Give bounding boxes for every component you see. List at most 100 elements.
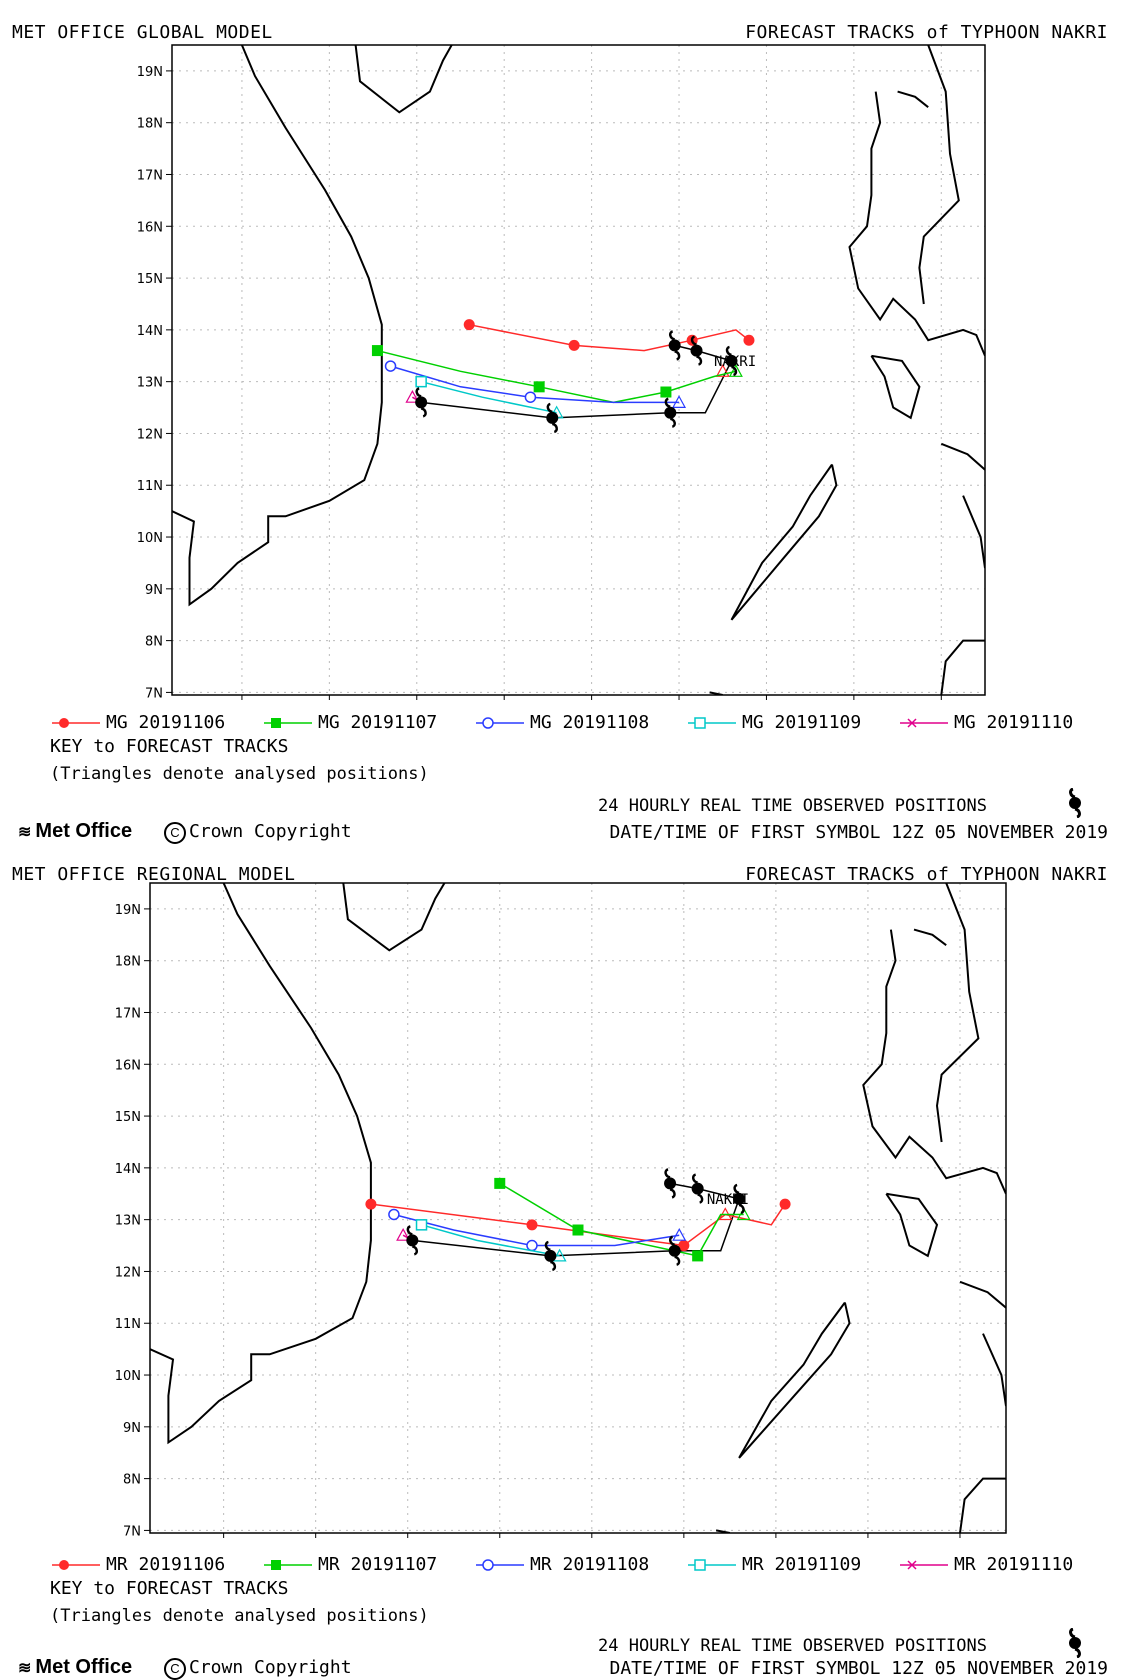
coastline bbox=[913, 928, 947, 946]
global-model-panel: MET OFFICE GLOBAL MODEL FORECAST TRACKS … bbox=[12, 22, 1110, 844]
track-point bbox=[660, 386, 672, 398]
coastline bbox=[935, 883, 980, 1143]
legend: MG 20191106 MG 20191107 MG 20191108 MG 2… bbox=[50, 712, 1110, 736]
track-point bbox=[365, 1198, 377, 1210]
coastline bbox=[172, 45, 383, 607]
lat-label: 18N bbox=[115, 955, 141, 970]
legend: MR 20191106 MR 20191107 MR 20191108 MR 2… bbox=[50, 1554, 1110, 1578]
lat-label: 10N bbox=[115, 1369, 141, 1384]
track-point bbox=[779, 1198, 791, 1210]
typhoon-symbol-icon bbox=[725, 345, 738, 377]
track-map: NAKRI 19N 18N 17N 16N 15N 14N 13N 12N 11N 10N 9N 8N 7… bbox=[137, 44, 986, 700]
lat-label: 12N bbox=[137, 427, 163, 442]
track-point bbox=[415, 1219, 428, 1231]
legend-entry: MR 20191109 bbox=[686, 1554, 861, 1575]
lat-label: 11N bbox=[115, 1317, 141, 1332]
typhoon-symbol-icon bbox=[733, 1183, 746, 1215]
typhoon-symbol-icon bbox=[406, 1225, 419, 1256]
track-map: NAKRI 19N 18N 17N 16N 15N 14N 13N 12N 11N 10N 9N 8N 7… bbox=[115, 882, 1007, 1538]
forecast-track bbox=[393, 1213, 680, 1247]
lat-label: 19N bbox=[137, 65, 163, 80]
lat-label: 8N bbox=[123, 1473, 141, 1488]
datetime-note: DATE/TIME OF FIRST SYMBOL 12Z 05 NOVEMBE… bbox=[609, 1658, 1109, 1679]
map-frame bbox=[171, 44, 986, 696]
coastline bbox=[342, 883, 446, 952]
lat-label: 13N bbox=[137, 376, 163, 391]
model-title: MET OFFICE REGIONAL MODEL bbox=[12, 864, 296, 885]
coastline bbox=[848, 91, 985, 357]
lat-label: 16N bbox=[115, 1058, 141, 1073]
legend-entry: MG 20191109 bbox=[686, 712, 861, 733]
typhoon-symbol-icon bbox=[664, 397, 677, 428]
typhoon-symbol-icon bbox=[691, 1173, 704, 1204]
forecast-track bbox=[469, 323, 750, 352]
lat-label: 17N bbox=[137, 168, 163, 183]
legend-marker-icon bbox=[476, 717, 524, 729]
copyright: C Crown Copyright bbox=[164, 1657, 352, 1680]
lat-label: 9N bbox=[145, 583, 163, 598]
lat-label: 9N bbox=[123, 1421, 141, 1436]
coastline bbox=[862, 929, 1006, 1195]
coastline bbox=[940, 639, 985, 695]
map-area: NAKRI bbox=[150, 883, 1006, 1533]
coastline bbox=[962, 495, 985, 569]
forecast-track bbox=[370, 1203, 786, 1247]
lat-label: 17N bbox=[115, 1006, 141, 1021]
met-office-logo: ≋ Met Office bbox=[18, 1656, 133, 1678]
typhoon-symbol-icon bbox=[415, 387, 428, 418]
forecast-title: FORECAST TRACKS of TYPHOON NAKRI bbox=[745, 864, 1108, 885]
lat-label: 7N bbox=[123, 1524, 141, 1538]
legend-marker-icon bbox=[688, 1559, 736, 1571]
map-frame bbox=[149, 882, 1007, 1534]
typhoon-symbol-icon bbox=[690, 335, 703, 366]
coastline bbox=[730, 463, 838, 621]
forecast-track bbox=[420, 380, 557, 414]
track-point bbox=[494, 1177, 506, 1189]
coastline bbox=[897, 90, 929, 108]
legend-marker-icon bbox=[900, 1560, 948, 1570]
copyright: C Crown Copyright bbox=[164, 821, 352, 844]
track-point bbox=[371, 345, 383, 357]
typhoon-symbol-icon bbox=[544, 1240, 557, 1272]
legend-marker-icon bbox=[264, 718, 312, 728]
lat-label: 16N bbox=[137, 220, 163, 235]
lat-label: 13N bbox=[115, 1214, 141, 1229]
track-point bbox=[526, 1219, 538, 1231]
legend-marker-icon bbox=[476, 1559, 524, 1571]
triangles-note: (Triangles denote analysed positions) bbox=[50, 1606, 429, 1626]
lat-label: 7N bbox=[145, 686, 163, 700]
storm-label: NAKRI bbox=[714, 354, 756, 370]
regional-model-panel: MET OFFICE REGIONAL MODEL FORECAST TRACK… bbox=[0, 848, 1130, 1680]
track-point bbox=[533, 381, 545, 393]
track-point bbox=[568, 339, 580, 351]
lat-label: 14N bbox=[137, 324, 163, 339]
analysed-triangle bbox=[396, 1227, 411, 1241]
lat-label: 15N bbox=[137, 272, 163, 287]
map-area: NAKRI bbox=[172, 45, 985, 695]
legend-marker-icon bbox=[900, 718, 948, 728]
coastline bbox=[870, 354, 921, 420]
legend-entry: MR 20191106 bbox=[50, 1554, 225, 1575]
coastline bbox=[150, 883, 372, 1445]
lat-label: 19N bbox=[115, 903, 141, 918]
legend-entry: MG 20191110 bbox=[898, 712, 1073, 733]
legend-entry: MG 20191108 bbox=[474, 712, 649, 733]
track-point bbox=[384, 360, 397, 372]
track-point bbox=[463, 319, 475, 331]
typhoon-symbol-icon bbox=[668, 1235, 681, 1266]
legend-marker-icon bbox=[688, 717, 736, 729]
coastline bbox=[885, 1192, 939, 1258]
legend-entry: MR 20191108 bbox=[474, 1554, 649, 1575]
met-office-logo: ≋ Met Office bbox=[18, 820, 133, 842]
lat-label: 11N bbox=[137, 479, 163, 494]
legend-marker-icon bbox=[52, 1560, 100, 1570]
coastline bbox=[959, 1280, 1006, 1309]
key-text: KEY to FORECAST TRACKS bbox=[50, 736, 289, 757]
legend-entry: MG 20191107 bbox=[262, 712, 437, 733]
observed-note: 24 HOURLY REAL TIME OBSERVED POSITIONS bbox=[598, 796, 987, 816]
typhoon-symbol-icon bbox=[664, 1168, 677, 1199]
analysed-triangle bbox=[552, 1248, 567, 1262]
coastline bbox=[959, 1477, 1006, 1533]
legend-marker-icon bbox=[52, 718, 100, 728]
lat-label: 18N bbox=[137, 117, 163, 132]
